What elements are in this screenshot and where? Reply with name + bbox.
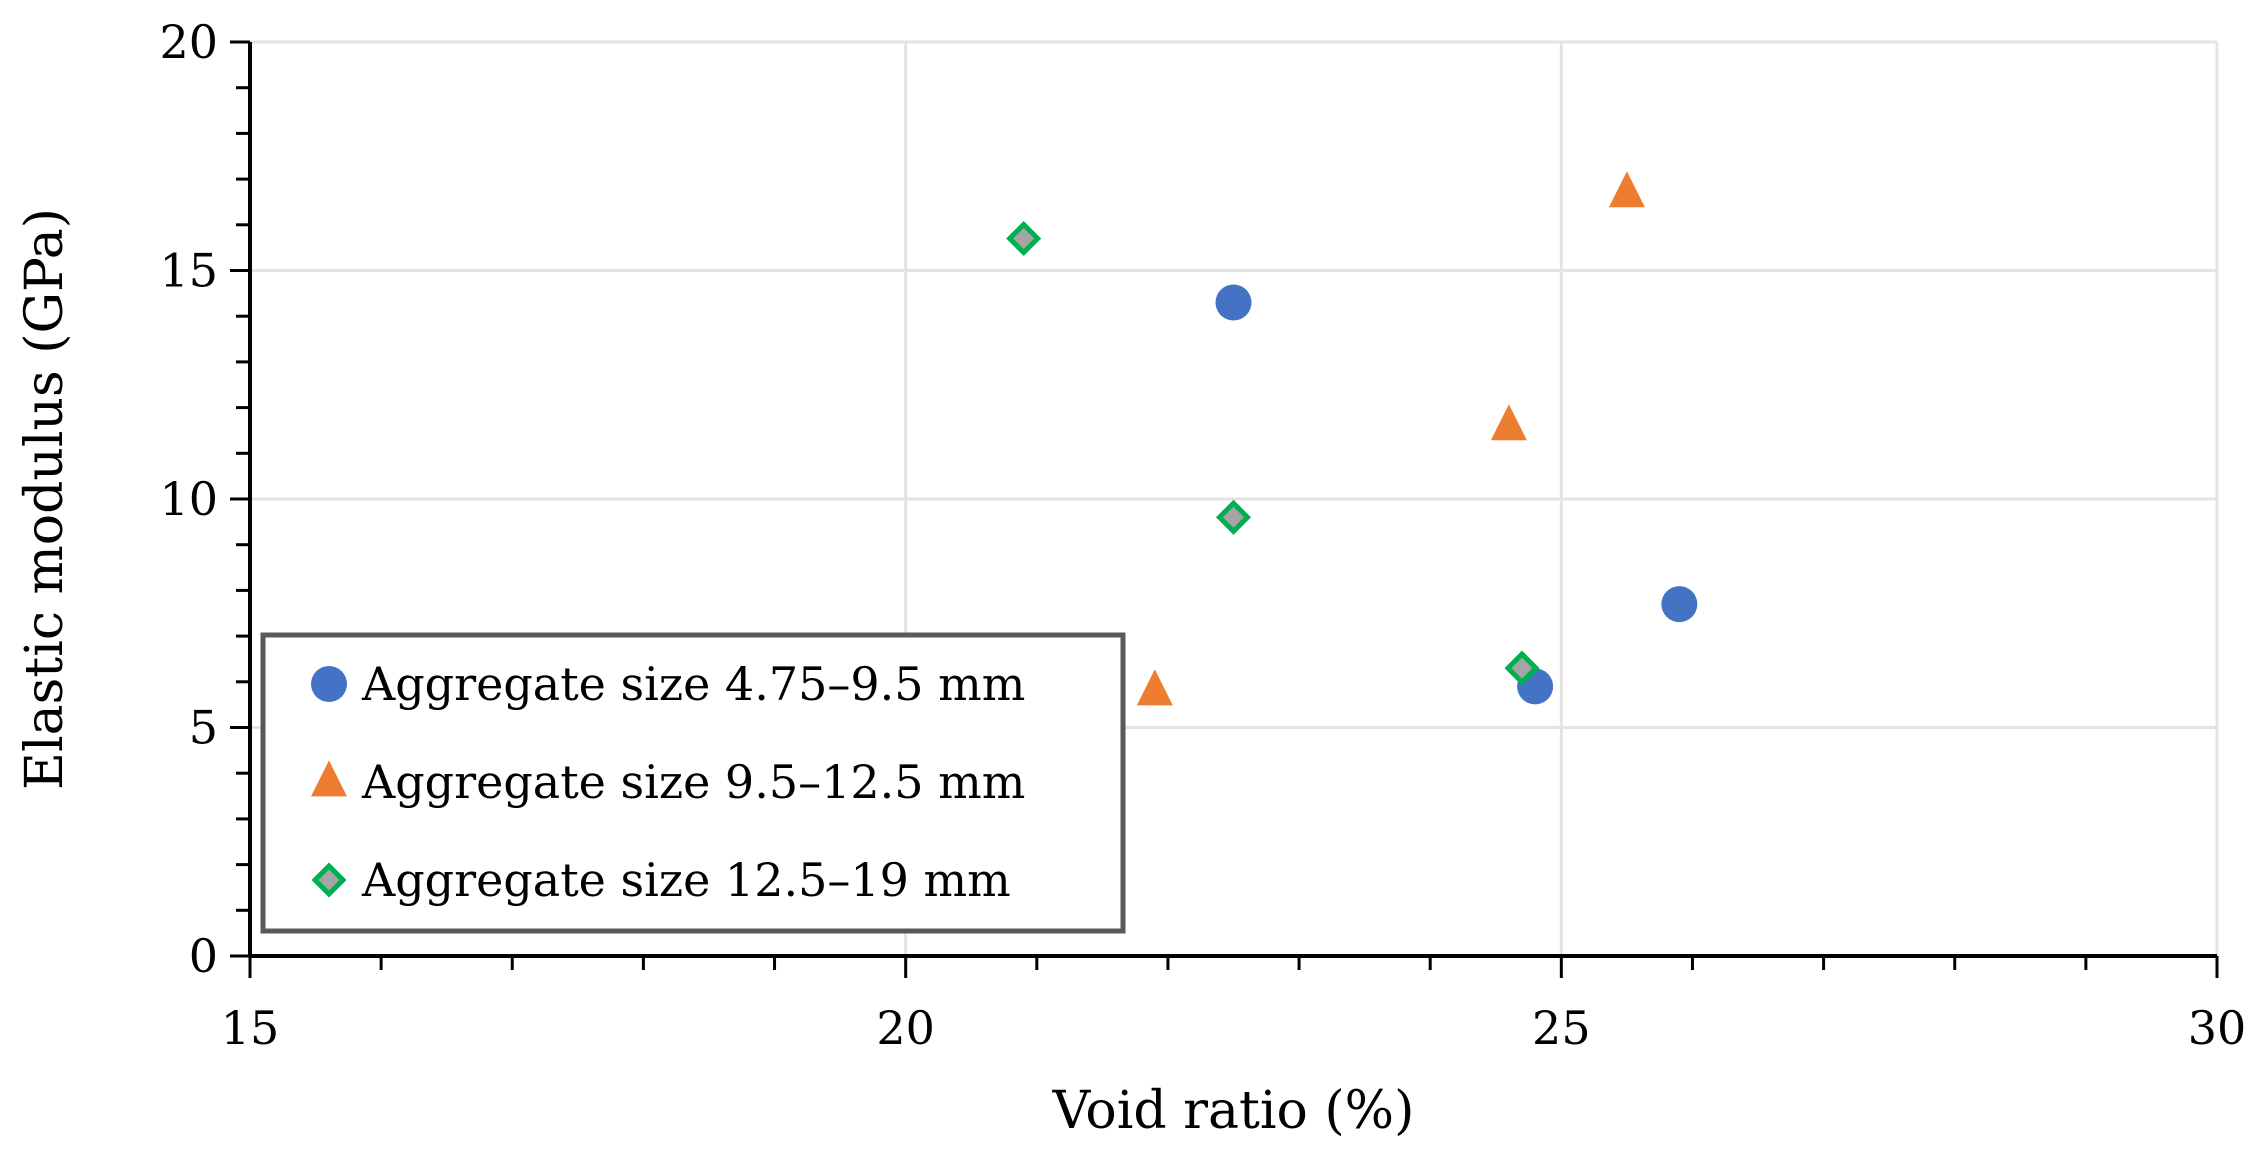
y-tick-label: 0 [189, 929, 218, 983]
legend-label: Aggregate size 12.5–19 mm [361, 853, 1011, 907]
legend-box [260, 632, 1126, 934]
data-point-triangle [1608, 171, 1645, 208]
data-points [1006, 171, 1698, 706]
data-point-circle [1215, 284, 1252, 321]
data-point-diamond [1504, 650, 1540, 686]
y-tick-label: 20 [159, 15, 218, 69]
legend-marker-circle [311, 666, 347, 702]
x-tick-label: 25 [1532, 1001, 1591, 1055]
y-axis-title: Elastic modulus (GPa) [15, 208, 75, 790]
legend-items: Aggregate size 4.75–9.5 mm Aggregate size… [311, 657, 1025, 907]
x-tick-label: 30 [2188, 1001, 2247, 1055]
x-tick-label: 15 [221, 1001, 280, 1055]
legend-marker-triangle [311, 760, 347, 797]
data-point-circle [1661, 586, 1698, 623]
data-point-diamond [1215, 499, 1252, 535]
x-axis-title: Void ratio (%) [1052, 1081, 1415, 1141]
legend-label: Aggregate size 9.5–12.5 mm [361, 755, 1025, 809]
x-tick-label: 20 [876, 1001, 935, 1055]
data-point-triangle [1490, 404, 1527, 441]
data-point-triangle [1136, 669, 1173, 706]
tick-marks [230, 40, 2219, 978]
y-tick-label: 10 [159, 472, 218, 526]
data-point-diamond [1006, 220, 1042, 257]
tick-labels: 15 20 25 30 0 5 10 15 20 [159, 15, 2246, 1055]
legend: Aggregate size 4.75–9.5 mm Aggregate size… [260, 632, 1126, 934]
legend-label: Aggregate size 4.75–9.5 mm [361, 657, 1025, 711]
y-tick-label: 5 [189, 701, 218, 755]
y-tick-label: 15 [159, 244, 218, 298]
legend-marker-diamond [311, 862, 347, 898]
